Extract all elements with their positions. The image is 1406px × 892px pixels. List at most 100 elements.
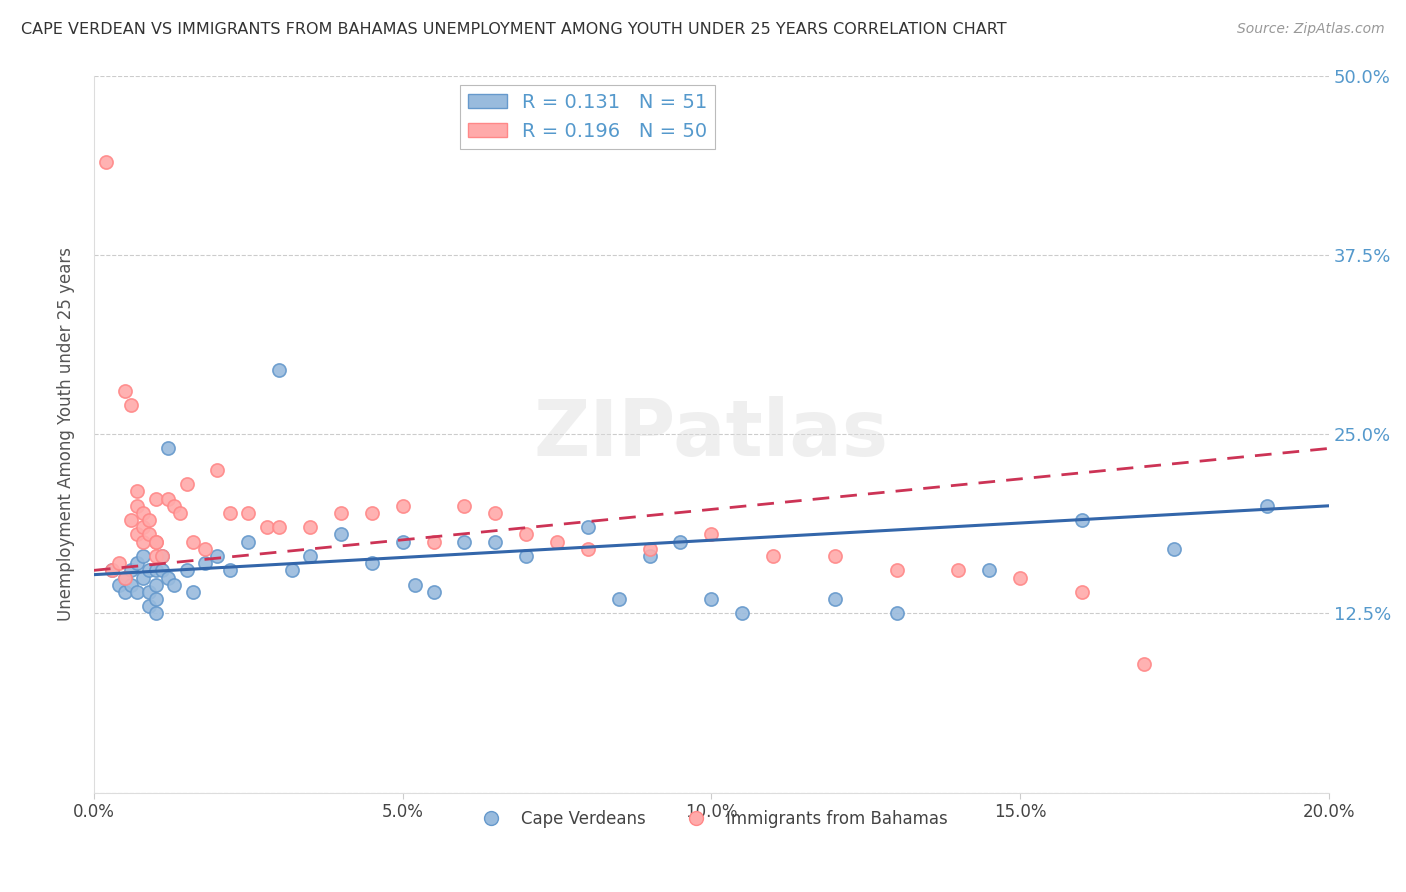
Point xyxy=(138,563,160,577)
Point xyxy=(132,570,155,584)
Point xyxy=(114,384,136,398)
Point xyxy=(132,506,155,520)
Point xyxy=(145,563,167,577)
Point xyxy=(360,556,382,570)
Point xyxy=(824,549,846,563)
Point xyxy=(824,592,846,607)
Point xyxy=(218,506,240,520)
Point xyxy=(138,599,160,614)
Point xyxy=(256,520,278,534)
Point xyxy=(404,577,426,591)
Point xyxy=(120,563,142,577)
Point xyxy=(145,592,167,607)
Point xyxy=(120,513,142,527)
Point xyxy=(145,534,167,549)
Point xyxy=(269,362,291,376)
Point xyxy=(132,520,155,534)
Point xyxy=(299,520,322,534)
Point xyxy=(96,154,118,169)
Point xyxy=(1132,657,1154,671)
Point xyxy=(101,563,124,577)
Point xyxy=(1070,585,1092,599)
Point xyxy=(576,520,599,534)
Point xyxy=(127,556,149,570)
Point xyxy=(515,549,537,563)
Point xyxy=(329,506,352,520)
Point xyxy=(1256,499,1278,513)
Point xyxy=(360,506,382,520)
Point xyxy=(484,506,506,520)
Point xyxy=(546,534,568,549)
Point xyxy=(207,463,229,477)
Point xyxy=(157,491,180,506)
Point xyxy=(1163,541,1185,556)
Point xyxy=(280,563,302,577)
Point xyxy=(700,527,723,541)
Point xyxy=(886,563,908,577)
Point xyxy=(169,506,191,520)
Point xyxy=(886,607,908,621)
Point xyxy=(138,513,160,527)
Point xyxy=(422,534,444,549)
Point xyxy=(138,585,160,599)
Text: ZIPatlas: ZIPatlas xyxy=(534,396,889,472)
Point xyxy=(515,527,537,541)
Point xyxy=(114,585,136,599)
Point xyxy=(145,549,167,563)
Point xyxy=(194,541,217,556)
Point xyxy=(453,534,475,549)
Point xyxy=(391,499,413,513)
Point xyxy=(1010,570,1032,584)
Point xyxy=(329,527,352,541)
Point xyxy=(163,499,186,513)
Point xyxy=(150,549,173,563)
Point xyxy=(1070,513,1092,527)
Point xyxy=(120,577,142,591)
Point xyxy=(453,499,475,513)
Point xyxy=(422,585,444,599)
Point xyxy=(150,549,173,563)
Point xyxy=(114,570,136,584)
Point xyxy=(145,577,167,591)
Legend: Cape Verdeans, Immigrants from Bahamas: Cape Verdeans, Immigrants from Bahamas xyxy=(468,803,955,835)
Point xyxy=(238,506,260,520)
Point xyxy=(107,556,129,570)
Point xyxy=(127,484,149,499)
Point xyxy=(157,570,180,584)
Point xyxy=(269,520,291,534)
Point xyxy=(238,534,260,549)
Point xyxy=(731,607,754,621)
Point xyxy=(181,534,204,549)
Point xyxy=(181,585,204,599)
Point xyxy=(176,563,198,577)
Point xyxy=(145,491,167,506)
Point xyxy=(114,570,136,584)
Text: CAPE VERDEAN VS IMMIGRANTS FROM BAHAMAS UNEMPLOYMENT AMONG YOUTH UNDER 25 YEARS : CAPE VERDEAN VS IMMIGRANTS FROM BAHAMAS … xyxy=(21,22,1007,37)
Point xyxy=(127,585,149,599)
Point xyxy=(132,549,155,563)
Point xyxy=(484,534,506,549)
Point xyxy=(979,563,1001,577)
Point xyxy=(145,607,167,621)
Text: Source: ZipAtlas.com: Source: ZipAtlas.com xyxy=(1237,22,1385,37)
Point xyxy=(132,534,155,549)
Point xyxy=(176,477,198,491)
Point xyxy=(127,527,149,541)
Y-axis label: Unemployment Among Youth under 25 years: Unemployment Among Youth under 25 years xyxy=(58,247,75,621)
Point xyxy=(194,556,217,570)
Point xyxy=(101,563,124,577)
Point xyxy=(762,549,785,563)
Point xyxy=(638,549,661,563)
Point xyxy=(700,592,723,607)
Point xyxy=(299,549,322,563)
Point xyxy=(669,534,692,549)
Point xyxy=(607,592,630,607)
Point xyxy=(107,577,129,591)
Point xyxy=(138,527,160,541)
Point xyxy=(218,563,240,577)
Point xyxy=(948,563,970,577)
Point xyxy=(157,442,180,456)
Point xyxy=(127,499,149,513)
Point xyxy=(576,541,599,556)
Point xyxy=(638,541,661,556)
